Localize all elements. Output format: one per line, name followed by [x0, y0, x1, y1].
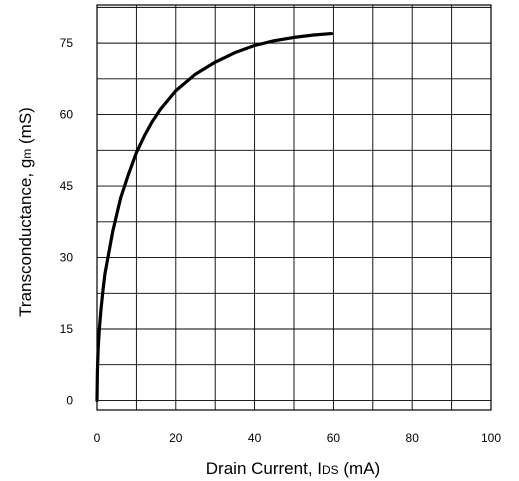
x-axis-label: Drain Current, IDS (mA) — [206, 459, 380, 478]
grid — [97, 5, 491, 410]
y-axis-ticks: 0 15 30 45 60 75 — [60, 36, 74, 407]
x-axis-ticks: 0 20 40 60 80 100 — [94, 431, 502, 445]
x-tick-label: 60 — [327, 431, 341, 445]
x-tick-label: 80 — [406, 431, 420, 445]
x-tick-label: 20 — [169, 431, 183, 445]
x-tick-label: 40 — [248, 431, 262, 445]
plot-frame — [96, 4, 492, 411]
y-tick-label: 15 — [60, 322, 74, 336]
y-tick-label: 75 — [60, 36, 74, 50]
y-tick-label: 45 — [60, 179, 74, 193]
y-axis-label: Transconductance, gm (mS) — [16, 107, 35, 317]
y-tick-label: 60 — [60, 108, 74, 122]
series-group — [95, 31, 334, 403]
x-tick-label: 0 — [94, 431, 101, 445]
y-tick-label: 30 — [60, 251, 74, 265]
x-tick-label: 100 — [481, 431, 501, 445]
series-line — [95, 31, 334, 403]
y-tick-label: 0 — [66, 393, 73, 407]
